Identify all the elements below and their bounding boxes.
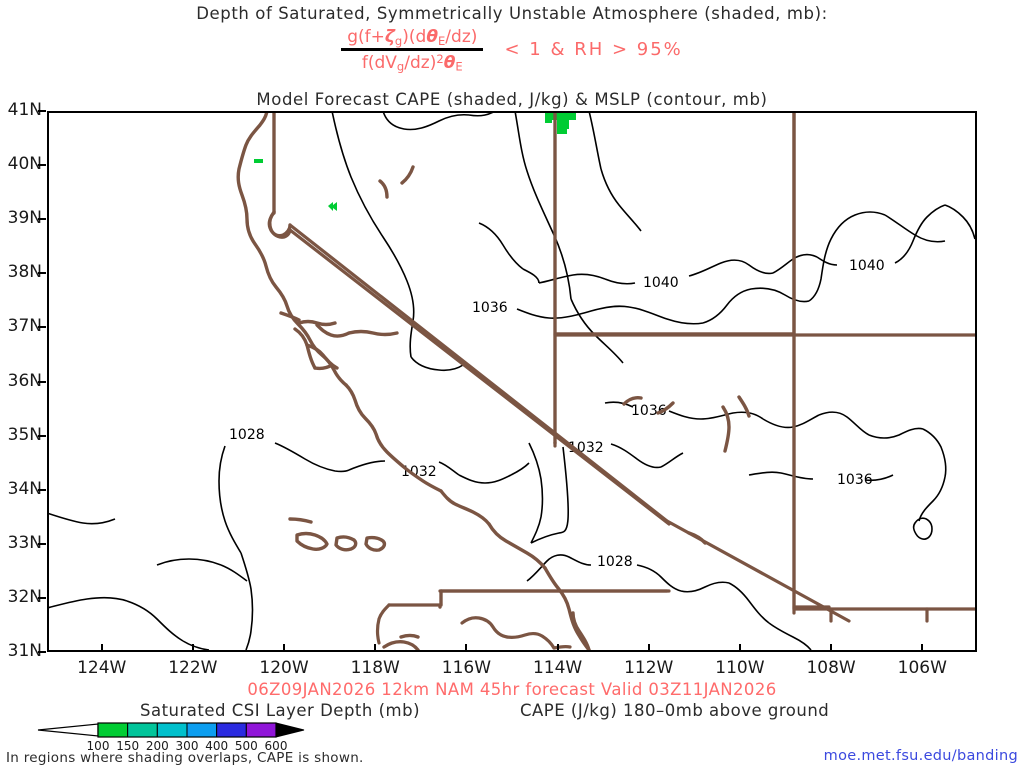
xtick-label-120W: 120W xyxy=(259,658,309,678)
xtick-mark xyxy=(283,644,286,652)
map-svg: 1036 1040 1040 xyxy=(49,113,975,650)
xtick-mark xyxy=(830,644,833,652)
colorbar-tick-600: 600 xyxy=(264,739,288,753)
contour-label-1036-a: 1036 xyxy=(472,300,508,316)
ytick-mark xyxy=(38,272,46,275)
forecast-timestamp: 06Z09JAN2026 12km NAM 45hr forecast Vali… xyxy=(247,680,777,699)
ytick-mark xyxy=(38,164,46,167)
formula-condition: < 1 & RH > 95% xyxy=(504,39,683,61)
ytick-label-31N: 31N xyxy=(7,641,42,661)
page-subtitle: Model Forecast CAPE (shaded, J/kg) & MSL… xyxy=(256,90,768,109)
ytick-mark xyxy=(38,218,46,221)
colorbar-cells xyxy=(97,722,277,738)
xtick-mark xyxy=(738,644,741,652)
xtick-label-108W: 108W xyxy=(806,658,856,678)
ytick-mark xyxy=(38,434,46,437)
ytick-mark xyxy=(38,326,46,329)
ytick-label-35N: 35N xyxy=(7,424,42,445)
contour-label-1032-a: 1032 xyxy=(401,464,437,480)
ytick-mark xyxy=(38,380,46,383)
csi-criterion-formula: g(f+ζg)(dθE/dz) f(dVg/dz)2θE < 1 & RH > … xyxy=(0,27,1024,74)
ytick-label-36N: 36N xyxy=(7,370,42,391)
csi-shaded-region xyxy=(254,113,576,211)
xtick-label-114W: 114W xyxy=(532,658,583,678)
xtick-mark xyxy=(374,644,377,652)
page-title: Depth of Saturated, Symmetrically Unstab… xyxy=(196,4,828,23)
colorbar-cell-2 xyxy=(156,722,188,738)
overlap-note: In regions where shading overlaps, CAPE … xyxy=(6,750,364,766)
contour-label-1036-c: 1036 xyxy=(837,472,873,488)
contour-label-1040-b: 1040 xyxy=(849,258,885,274)
cape-legend-title: CAPE (J/kg) 180–0mb above ground xyxy=(520,701,830,720)
ytick-label-34N: 34N xyxy=(7,478,42,499)
formula-denominator: f(dVg/dz)2θE xyxy=(361,52,463,74)
colorbar-title: Saturated CSI Layer Depth (mb) xyxy=(139,701,421,720)
contour-label-1028-a: 1028 xyxy=(229,427,265,443)
colorbar-cell-3 xyxy=(186,722,218,738)
colorbar[interactable]: 100 150 200 300 400 500 600 xyxy=(36,721,306,753)
ytick-label-38N: 38N xyxy=(7,262,42,283)
colorbar-svg xyxy=(37,722,305,738)
colorbar-under-arrow xyxy=(37,723,99,737)
ytick-mark xyxy=(38,596,46,599)
ytick-label-40N: 40N xyxy=(7,154,42,175)
ytick-label-37N: 37N xyxy=(7,316,42,337)
xtick-label-112W: 112W xyxy=(624,658,674,678)
ytick-mark xyxy=(38,488,46,491)
xtick-label-122W: 122W xyxy=(168,658,218,678)
colorbar-tick-500: 500 xyxy=(234,739,258,753)
xtick-label-118W: 118W xyxy=(350,658,400,678)
xtick-label-106W: 106W xyxy=(897,658,947,678)
contour-label-1040-a: 1040 xyxy=(643,275,679,291)
formula-numerator: g(f+ζg)(dθE/dz) xyxy=(347,27,478,48)
ytick-mark xyxy=(38,110,46,112)
xtick-label-124W: 124W xyxy=(77,658,127,678)
state-border-lines xyxy=(267,113,975,623)
colorbar-cell-4 xyxy=(216,722,247,738)
ytick-mark xyxy=(38,542,46,545)
colorbar-frame xyxy=(97,722,277,738)
colorbar-tick-labels: 100 150 200 300 400 500 600 xyxy=(36,739,306,755)
colorbar-over-arrow xyxy=(275,722,305,738)
colorbar-tick-200: 200 xyxy=(145,739,169,753)
ytick-label-41N: 41N xyxy=(7,100,42,120)
xtick-label-116W: 116W xyxy=(441,658,492,678)
formula-fraction: g(f+ζg)(dθE/dz) f(dVg/dz)2θE xyxy=(341,27,484,74)
xtick-mark xyxy=(556,644,559,652)
ytick-label-33N: 33N xyxy=(7,532,42,553)
international-border xyxy=(375,589,572,650)
ytick-mark xyxy=(38,651,46,653)
source-url[interactable]: moe.met.fsu.edu/banding xyxy=(823,748,1018,764)
colorbar-tick-300: 300 xyxy=(175,739,199,753)
colorbar-tick-150: 150 xyxy=(116,739,140,753)
xtick-mark xyxy=(465,644,468,652)
colorbar-cell-1 xyxy=(127,722,158,738)
fraction-bar xyxy=(341,48,484,52)
xtick-mark xyxy=(921,644,924,652)
ytick-label-39N: 39N xyxy=(7,208,42,229)
xtick-mark xyxy=(647,644,650,652)
xtick-mark xyxy=(191,644,194,652)
mslp-contour-lines: 1036 1040 1040 xyxy=(49,113,975,650)
xtick-label-110W: 110W xyxy=(715,658,765,678)
colorbar-tick-400: 400 xyxy=(205,739,229,753)
xtick-mark xyxy=(100,644,103,652)
colorbar-cell-5 xyxy=(245,722,277,738)
colorbar-tick-100: 100 xyxy=(86,739,110,753)
map-plot-area[interactable]: 1036 1040 1040 xyxy=(47,111,977,652)
contour-label-1028-b: 1028 xyxy=(597,554,633,570)
colorbar-cell-0 xyxy=(97,722,129,738)
contour-label-1036-b: 1036 xyxy=(631,403,667,419)
ytick-label-32N: 32N xyxy=(7,586,42,607)
